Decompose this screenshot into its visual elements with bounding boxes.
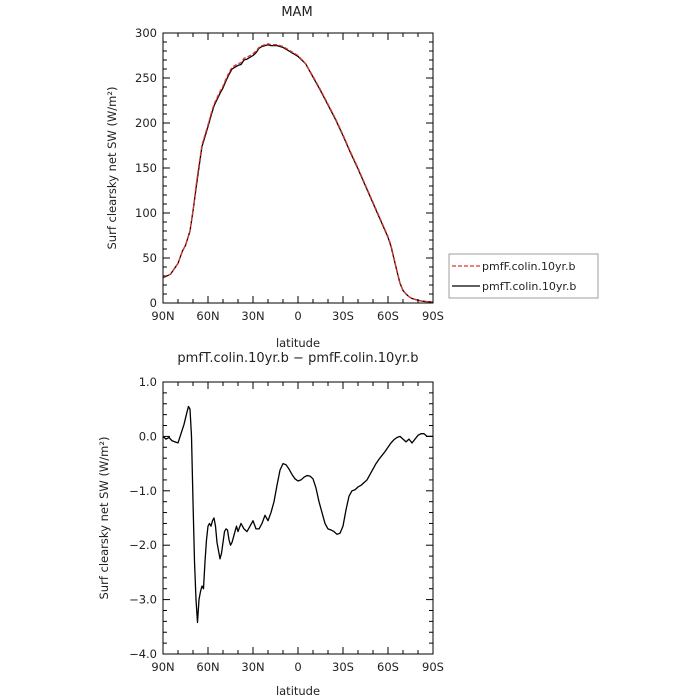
bottom-plot-frame: [162, 381, 434, 655]
bottom-y-tick-label: −4.0: [129, 647, 157, 661]
top-series-line-0: [162, 43, 434, 303]
legend-label-pmfF: pmfF.colin.10yr.b: [482, 260, 576, 273]
top-x-axis-label: latitude: [276, 336, 320, 350]
top-plot-frame: [162, 32, 434, 304]
bottom-panel: pmfT.colin.10yr.b − pmfF.colin.10yr.b 90…: [97, 351, 444, 698]
top-x-tick-label: 30N: [241, 309, 264, 323]
top-x-tick-label: 90N: [151, 309, 174, 323]
top-y-tick-label: 0: [150, 296, 157, 310]
bottom-x-tick-label: 0: [294, 660, 301, 674]
top-y-axis-label: Surf clearsky net SW (W/m²): [105, 87, 119, 250]
bottom-x-tick-label: 60S: [377, 660, 399, 674]
top-x-tick-label: 60S: [377, 309, 399, 323]
top-y-tick-label: 150: [135, 161, 157, 175]
legend: pmfF.colin.10yr.b pmfT.colin.10yr.b: [448, 253, 599, 299]
bottom-x-tick-label: 90N: [151, 660, 174, 674]
top-y-tick-label: 250: [135, 71, 157, 85]
bottom-y-axis-label: Surf clearsky net SW (W/m²): [97, 437, 111, 600]
top-x-tick-label: 30S: [332, 309, 354, 323]
bottom-y-tick-label: −1.0: [129, 484, 157, 498]
top-series-line-1: [162, 44, 434, 303]
bottom-x-axis-label: latitude: [276, 684, 320, 698]
top-y-tick-label: 200: [135, 116, 157, 130]
top-x-tick-label: 60N: [196, 309, 219, 323]
top-y-tick-label: 50: [142, 251, 157, 265]
bottom-y-tick-label: 0.0: [139, 429, 157, 443]
top-x-tick-label: 90S: [422, 309, 444, 323]
legend-box: [448, 253, 599, 299]
bottom-x-tick-label: 30S: [332, 660, 354, 674]
bottom-chart-title: pmfT.colin.10yr.b − pmfF.colin.10yr.b: [177, 351, 418, 366]
top-y-tick-label: 300: [135, 26, 157, 40]
top-chart-title: MAM: [281, 5, 312, 20]
bottom-x-tick-label: 30N: [241, 660, 264, 674]
top-panel: MAM 90N 60N 30N 0 30S 60S 90S 0 50 100 150 200 250 30…: [105, 5, 599, 350]
bottom-y-tick-label: −3.0: [129, 593, 157, 607]
bottom-y-tick-label: −2.0: [129, 538, 157, 552]
bottom-y-tick-label: 1.0: [139, 375, 157, 389]
bottom-x-tick-label: 60N: [196, 660, 219, 674]
top-x-tick-label: 0: [294, 309, 301, 323]
bottom-series-line-0: [162, 405, 433, 624]
legend-label-pmfT: pmfT.colin.10yr.b: [482, 280, 576, 293]
top-y-tick-label: 100: [135, 206, 157, 220]
bottom-x-tick-label: 90S: [422, 660, 444, 674]
